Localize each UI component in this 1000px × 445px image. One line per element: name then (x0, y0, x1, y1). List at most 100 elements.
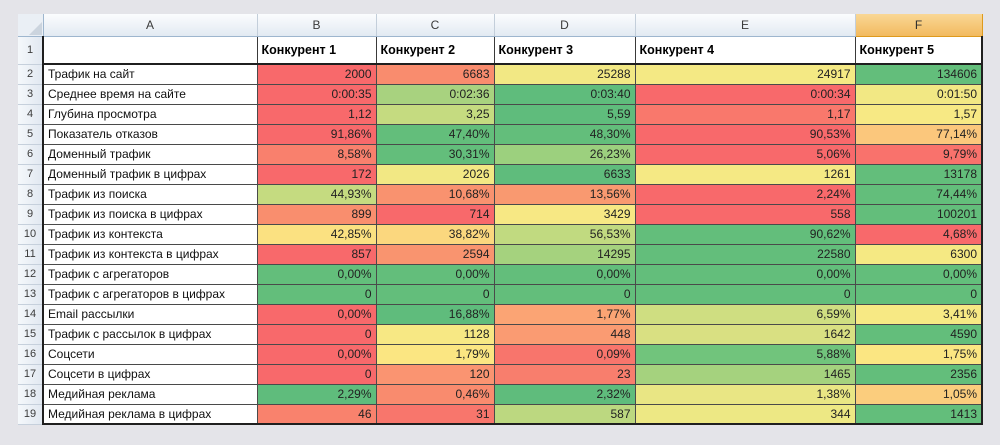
cell-A2[interactable]: Трафик на сайт (42, 63, 258, 85)
cell-E15[interactable]: 1642 (634, 323, 856, 345)
cell-F15[interactable]: 4590 (854, 323, 983, 345)
cell-F5[interactable]: 77,14% (854, 123, 983, 145)
cell-D2[interactable]: 25288 (493, 63, 636, 85)
column-header-D[interactable]: D (494, 14, 636, 37)
cell-C14[interactable]: 16,88% (375, 303, 495, 325)
cell-E5[interactable]: 90,53% (634, 123, 856, 145)
cell-F9[interactable]: 100201 (854, 203, 983, 225)
column-header-C[interactable]: C (376, 14, 495, 37)
cell-D5[interactable]: 48,30% (493, 123, 636, 145)
cell-F18[interactable]: 1,05% (854, 383, 983, 405)
cell-C19[interactable]: 31 (375, 403, 495, 425)
cell-D4[interactable]: 5,59 (493, 103, 636, 125)
cell-F1[interactable]: Конкурент 5 (854, 35, 983, 65)
select-all-button[interactable] (18, 14, 44, 37)
cell-D17[interactable]: 23 (493, 363, 636, 385)
row-header-9[interactable]: 9 (18, 204, 44, 225)
row-header-7[interactable]: 7 (18, 164, 44, 185)
cell-D1[interactable]: Конкурент 3 (493, 35, 636, 65)
cell-F8[interactable]: 74,44% (854, 183, 983, 205)
row-header-15[interactable]: 15 (18, 324, 44, 345)
cell-F16[interactable]: 1,75% (854, 343, 983, 365)
cell-F17[interactable]: 2356 (854, 363, 983, 385)
cell-E8[interactable]: 2,24% (634, 183, 856, 205)
cell-F3[interactable]: 0:01:50 (854, 83, 983, 105)
cell-A7[interactable]: Доменный трафик в цифрах (42, 163, 258, 185)
row-header-6[interactable]: 6 (18, 144, 44, 165)
cell-D9[interactable]: 3429 (493, 203, 636, 225)
cell-F10[interactable]: 4,68% (854, 223, 983, 245)
cell-C7[interactable]: 2026 (375, 163, 495, 185)
cell-E18[interactable]: 1,38% (634, 383, 856, 405)
cell-F12[interactable]: 0,00% (854, 263, 983, 285)
cell-B7[interactable]: 172 (256, 163, 377, 185)
cell-C5[interactable]: 47,40% (375, 123, 495, 145)
cell-C2[interactable]: 6683 (375, 63, 495, 85)
cell-E11[interactable]: 22580 (634, 243, 856, 265)
cell-A18[interactable]: Медийная реклама (42, 383, 258, 405)
cell-A12[interactable]: Трафик с агрегаторов (42, 263, 258, 285)
cell-C1[interactable]: Конкурент 2 (375, 35, 495, 65)
cell-A4[interactable]: Глубина просмотра (42, 103, 258, 125)
cell-C6[interactable]: 30,31% (375, 143, 495, 165)
cell-C4[interactable]: 3,25 (375, 103, 495, 125)
cell-A1[interactable] (42, 35, 258, 65)
cell-D8[interactable]: 13,56% (493, 183, 636, 205)
cell-B18[interactable]: 2,29% (256, 383, 377, 405)
cell-E14[interactable]: 6,59% (634, 303, 856, 325)
cell-A5[interactable]: Показатель отказов (42, 123, 258, 145)
cell-D11[interactable]: 14295 (493, 243, 636, 265)
cell-C11[interactable]: 2594 (375, 243, 495, 265)
cell-C16[interactable]: 1,79% (375, 343, 495, 365)
cell-A19[interactable]: Медийная реклама в цифрах (42, 403, 258, 425)
cell-E7[interactable]: 1261 (634, 163, 856, 185)
cell-E19[interactable]: 344 (634, 403, 856, 425)
row-header-16[interactable]: 16 (18, 344, 44, 365)
cell-F2[interactable]: 134606 (854, 63, 983, 85)
cell-D15[interactable]: 448 (493, 323, 636, 345)
cell-B9[interactable]: 899 (256, 203, 377, 225)
cell-C8[interactable]: 10,68% (375, 183, 495, 205)
cell-D13[interactable]: 0 (493, 283, 636, 305)
cell-A6[interactable]: Доменный трафик (42, 143, 258, 165)
cell-A15[interactable]: Трафик с рассылок в цифрах (42, 323, 258, 345)
row-header-18[interactable]: 18 (18, 384, 44, 405)
column-header-F[interactable]: F (854, 14, 983, 37)
cell-B14[interactable]: 0,00% (256, 303, 377, 325)
cell-C15[interactable]: 1128 (375, 323, 495, 345)
cell-B17[interactable]: 0 (256, 363, 377, 385)
cell-C17[interactable]: 120 (375, 363, 495, 385)
cell-A3[interactable]: Среднее время на сайте (42, 83, 258, 105)
cell-A16[interactable]: Соцсети (42, 343, 258, 365)
cell-D14[interactable]: 1,77% (493, 303, 636, 325)
cell-B1[interactable]: Конкурент 1 (256, 35, 377, 65)
cell-F19[interactable]: 1413 (854, 403, 983, 425)
cell-E4[interactable]: 1,17 (634, 103, 856, 125)
cell-E16[interactable]: 5,88% (634, 343, 856, 365)
cell-B19[interactable]: 46 (256, 403, 377, 425)
row-header-19[interactable]: 19 (18, 404, 44, 425)
cell-A17[interactable]: Соцсети в цифрах (42, 363, 258, 385)
cell-E6[interactable]: 5,06% (634, 143, 856, 165)
row-header-12[interactable]: 12 (18, 264, 44, 285)
column-header-A[interactable]: A (43, 14, 258, 37)
row-header-17[interactable]: 17 (18, 364, 44, 385)
cell-C12[interactable]: 0,00% (375, 263, 495, 285)
cell-B8[interactable]: 44,93% (256, 183, 377, 205)
cell-D6[interactable]: 26,23% (493, 143, 636, 165)
cell-E9[interactable]: 558 (634, 203, 856, 225)
cell-C3[interactable]: 0:02:36 (375, 83, 495, 105)
cell-B12[interactable]: 0,00% (256, 263, 377, 285)
row-header-13[interactable]: 13 (18, 284, 44, 305)
column-header-B[interactable]: B (257, 14, 377, 37)
cell-C18[interactable]: 0,46% (375, 383, 495, 405)
cell-B15[interactable]: 0 (256, 323, 377, 345)
row-header-10[interactable]: 10 (18, 224, 44, 245)
row-header-3[interactable]: 3 (18, 84, 44, 105)
row-header-1[interactable]: 1 (18, 36, 44, 65)
cell-C10[interactable]: 38,82% (375, 223, 495, 245)
column-header-E[interactable]: E (635, 14, 856, 37)
cell-C9[interactable]: 714 (375, 203, 495, 225)
cell-A8[interactable]: Трафик из поиска (42, 183, 258, 205)
cell-B13[interactable]: 0 (256, 283, 377, 305)
